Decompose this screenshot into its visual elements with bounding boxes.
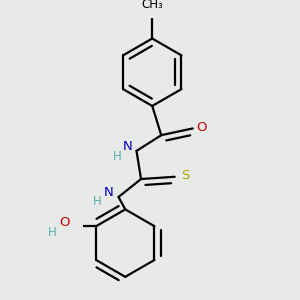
Text: N: N: [103, 186, 113, 199]
Text: H: H: [93, 195, 101, 208]
Text: CH₃: CH₃: [141, 0, 163, 11]
Text: H: H: [113, 150, 122, 163]
Text: O: O: [196, 121, 207, 134]
Text: N: N: [123, 140, 132, 153]
Text: H: H: [48, 226, 57, 239]
Text: S: S: [181, 169, 189, 182]
Text: O: O: [59, 216, 70, 230]
